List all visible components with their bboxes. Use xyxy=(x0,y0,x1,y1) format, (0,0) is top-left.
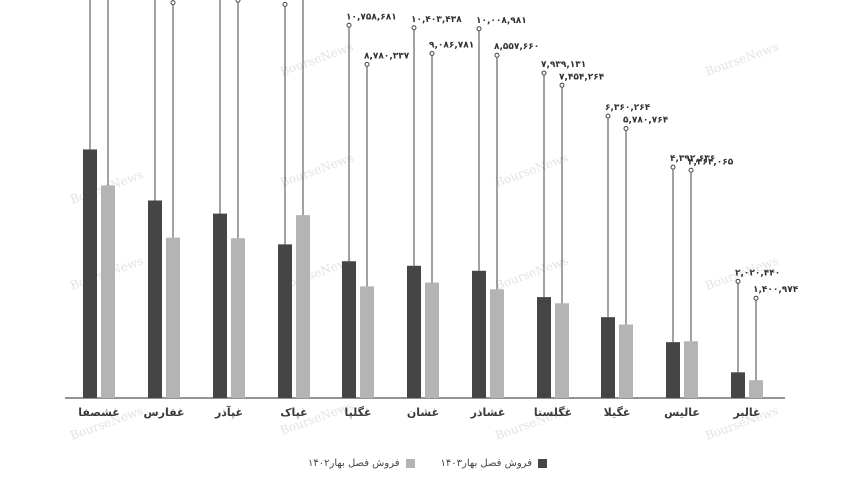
watermark-text: BourseNews xyxy=(493,253,570,292)
value-leader-dot xyxy=(559,82,565,88)
bar-1402 xyxy=(749,380,763,398)
value-label-1403: ۱۰,۰۰۸,۹۸۱ xyxy=(476,16,527,26)
bar-1403 xyxy=(472,270,486,398)
bar-1403 xyxy=(731,372,745,398)
bar-1402 xyxy=(166,237,180,398)
bar-1402 xyxy=(231,238,245,398)
value-label-1403: ۴,۳۹۲,۶۳۶ xyxy=(670,154,715,164)
value-label-1403: ۷,۹۳۹,۱۳۱ xyxy=(541,60,586,70)
category-label: غشصفا xyxy=(78,406,120,419)
bar-1402 xyxy=(555,303,569,398)
category-label: عالیس xyxy=(664,406,700,419)
legend-item-1402: فروش فصل بهار۱۴۰۲ xyxy=(308,458,415,469)
value-leader-dot xyxy=(541,70,547,76)
value-leader-dot xyxy=(753,295,759,301)
value-label-1402: ۴,۴۶۴,۰۶۵ xyxy=(688,157,734,167)
legend-swatch-1402 xyxy=(405,459,415,468)
value-leader-dot xyxy=(411,25,417,31)
category-label: غالبر xyxy=(732,406,760,419)
value-leader-dot xyxy=(688,167,694,173)
bar-1403 xyxy=(342,261,356,398)
category-label: غشاذر xyxy=(470,406,506,419)
value-leader-dot xyxy=(170,0,176,6)
bar-1402 xyxy=(619,324,633,398)
value-leader-dot xyxy=(429,51,435,57)
value-label-1403: ۲,۰۲۰,۴۴۰ xyxy=(735,268,780,278)
category-label: غگیلا xyxy=(604,406,631,419)
category-label: غفارس xyxy=(143,406,184,419)
value-label-1402: ۸,۵۵۷,۶۶۰ xyxy=(494,42,539,52)
category-label: غپاک xyxy=(280,406,307,419)
value-leader-dot xyxy=(364,61,370,67)
legend-label-1402: فروش فصل بهار۱۴۰۲ xyxy=(308,458,400,469)
bar-1403 xyxy=(666,342,680,398)
value-leader-dot xyxy=(476,26,482,32)
value-label-1402: ۹,۰۸۶,۷۸۱ xyxy=(429,41,474,51)
category-label: غگلستا xyxy=(534,406,572,419)
bar-1402 xyxy=(101,185,115,398)
value-leader-dot xyxy=(494,52,500,58)
legend: فروش فصل بهار۱۴۰۳ فروش فصل بهار۱۴۰۲ xyxy=(0,458,855,469)
category-label: غگلپا xyxy=(344,406,371,419)
legend-label-1403: فروش فصل بهار۱۴۰۳ xyxy=(440,458,532,469)
bar-1403 xyxy=(83,149,97,398)
value-label-1403: ۱۰,۷۵۸,۶۸۱ xyxy=(346,12,397,22)
watermark-text: BourseNews xyxy=(703,39,780,78)
bar-1402 xyxy=(296,215,310,398)
value-label-1402: ۱,۴۰۰,۹۷۴ xyxy=(753,285,799,295)
bar-1403 xyxy=(148,200,162,398)
value-leader-dot xyxy=(670,164,676,170)
watermark-text: BourseNews xyxy=(278,39,355,78)
watermark-text: BourseNews xyxy=(278,150,355,189)
value-leader-dot xyxy=(346,22,352,28)
value-label-1403: ۶,۳۶۰,۲۶۴ xyxy=(605,103,651,113)
value-label-1402: ۸,۷۸۰,۳۳۷ xyxy=(364,51,410,61)
bar-1403 xyxy=(537,297,551,398)
bar-1402 xyxy=(490,289,504,398)
value-leader-dot xyxy=(282,1,288,7)
value-label-1402: ۷,۴۵۴,۲۶۴ xyxy=(559,72,605,82)
value-leader-dot xyxy=(235,0,241,3)
value-label-1403: ۱۰,۴۰۳,۴۳۸ xyxy=(411,15,462,25)
category-label: غشان xyxy=(407,406,439,419)
value-leader-dot xyxy=(735,278,741,284)
value-leader-dot xyxy=(623,126,629,132)
bar-1403 xyxy=(213,213,227,398)
value-label-1402: ۵,۷۸۰,۷۶۴ xyxy=(623,116,669,126)
watermark-text: BourseNews xyxy=(493,150,570,189)
bar-1402 xyxy=(684,341,698,398)
bar-1402 xyxy=(425,282,439,398)
value-label-1403: ۱۲,۰۸۸,۵۸۰ xyxy=(282,0,333,1)
bar-1403 xyxy=(407,265,421,398)
value-leader-dot xyxy=(605,113,611,119)
bar-1403 xyxy=(278,244,292,398)
legend-item-1403: فروش فصل بهار۱۴۰۳ xyxy=(441,458,547,469)
category-label: غپآذر xyxy=(214,405,243,419)
bar-1403 xyxy=(601,317,615,398)
bar-1402 xyxy=(360,286,374,398)
legend-swatch-1403 xyxy=(537,459,547,468)
